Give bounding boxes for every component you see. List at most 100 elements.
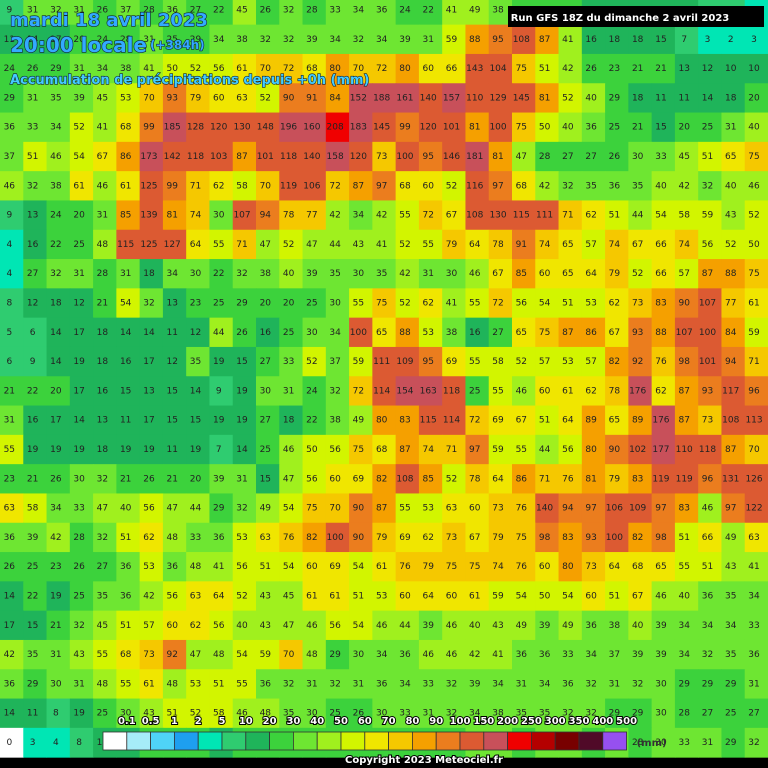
cell	[256, 200, 280, 231]
cell	[698, 464, 722, 494]
cell-value: 54	[73, 152, 85, 162]
cell	[325, 83, 350, 114]
cell-value: 183	[350, 123, 367, 133]
cell	[349, 698, 373, 729]
cell	[93, 434, 117, 465]
cell	[256, 317, 280, 348]
cell	[349, 669, 373, 700]
cell-value: 29	[609, 93, 621, 103]
cell-value: 60	[329, 474, 341, 484]
cell-value: 111	[536, 211, 553, 221]
cell	[651, 24, 676, 55]
cell-value: 18	[50, 299, 62, 309]
cell	[93, 141, 117, 172]
legend-unit: (mm)	[637, 738, 667, 749]
cell	[232, 53, 257, 84]
cell-value: 106	[606, 504, 623, 514]
cell-value: 26	[260, 6, 272, 16]
cell	[349, 83, 373, 114]
cell	[744, 698, 768, 729]
cell	[535, 229, 560, 260]
cell-value: 34	[399, 679, 411, 689]
cell	[349, 405, 373, 436]
cell-value: 68	[306, 64, 318, 74]
cell	[674, 405, 699, 436]
cell	[93, 200, 117, 231]
cell-value: 62	[422, 533, 433, 543]
cell-value: 87	[678, 416, 689, 426]
cell-value: 30	[260, 386, 272, 396]
cell	[23, 141, 48, 172]
cell	[698, 229, 722, 260]
cell	[465, 552, 490, 582]
cell-value: 29	[632, 709, 644, 719]
cell-value: 97	[376, 181, 387, 191]
cell	[698, 639, 722, 670]
cell-value: 28	[97, 269, 109, 279]
cell-value: 120	[210, 123, 227, 133]
cell-value: 70	[353, 64, 365, 74]
cell-value: 88	[469, 35, 481, 45]
cell-value: 34	[353, 6, 365, 16]
cell-value: 18	[97, 357, 109, 367]
cell	[69, 581, 94, 612]
cell	[651, 376, 676, 407]
cell	[46, 405, 71, 436]
cell	[442, 698, 466, 729]
cell	[186, 171, 210, 201]
cell-value: 42	[143, 592, 154, 602]
cell	[256, 288, 280, 319]
cell	[558, 171, 583, 201]
cell-value: 89	[585, 416, 597, 426]
cell	[581, 552, 606, 582]
cell	[69, 405, 94, 436]
legend-label: 150	[473, 716, 494, 727]
cell-value: 27	[562, 152, 573, 162]
cell	[325, 610, 350, 641]
cell-value: 96	[702, 474, 714, 484]
cell-value: 39	[632, 650, 644, 660]
cell-value: 25	[73, 592, 84, 602]
legend-label: 0.1	[118, 716, 136, 727]
cell	[535, 639, 560, 670]
cell	[512, 259, 536, 289]
cell	[186, 0, 210, 26]
cell	[23, 727, 48, 758]
cell-value: 60	[585, 592, 597, 602]
cell-value: 74	[539, 240, 551, 250]
cell	[418, 493, 443, 524]
cell	[372, 317, 397, 348]
cell	[651, 171, 676, 201]
cell-value: 99	[143, 123, 155, 133]
cell	[744, 581, 768, 612]
cell-value: 35	[376, 269, 387, 279]
cell-value: 27	[260, 416, 271, 426]
cell-value: 65	[562, 240, 573, 250]
cell	[721, 464, 746, 494]
cell	[23, 53, 48, 84]
cell	[349, 376, 373, 407]
cell-value: 125	[140, 240, 157, 250]
cell	[512, 83, 536, 114]
cell	[186, 141, 210, 172]
cell	[139, 698, 164, 729]
cell	[698, 24, 722, 55]
cell	[395, 229, 420, 260]
cell	[651, 229, 676, 260]
cell	[442, 493, 466, 524]
cell-value: 32	[97, 533, 108, 543]
cell	[558, 83, 583, 114]
cell-value: 79	[492, 533, 504, 543]
cell-value: 69	[492, 416, 504, 426]
cell	[605, 522, 629, 553]
cell	[465, 346, 490, 377]
cell-value: 59	[748, 328, 760, 338]
cell	[302, 141, 327, 172]
cell	[628, 259, 653, 289]
cell	[512, 698, 536, 729]
cell-value: 46	[4, 181, 16, 191]
cell	[209, 24, 234, 55]
cell-value: 13	[97, 416, 108, 426]
cell-value: 70	[283, 650, 295, 660]
